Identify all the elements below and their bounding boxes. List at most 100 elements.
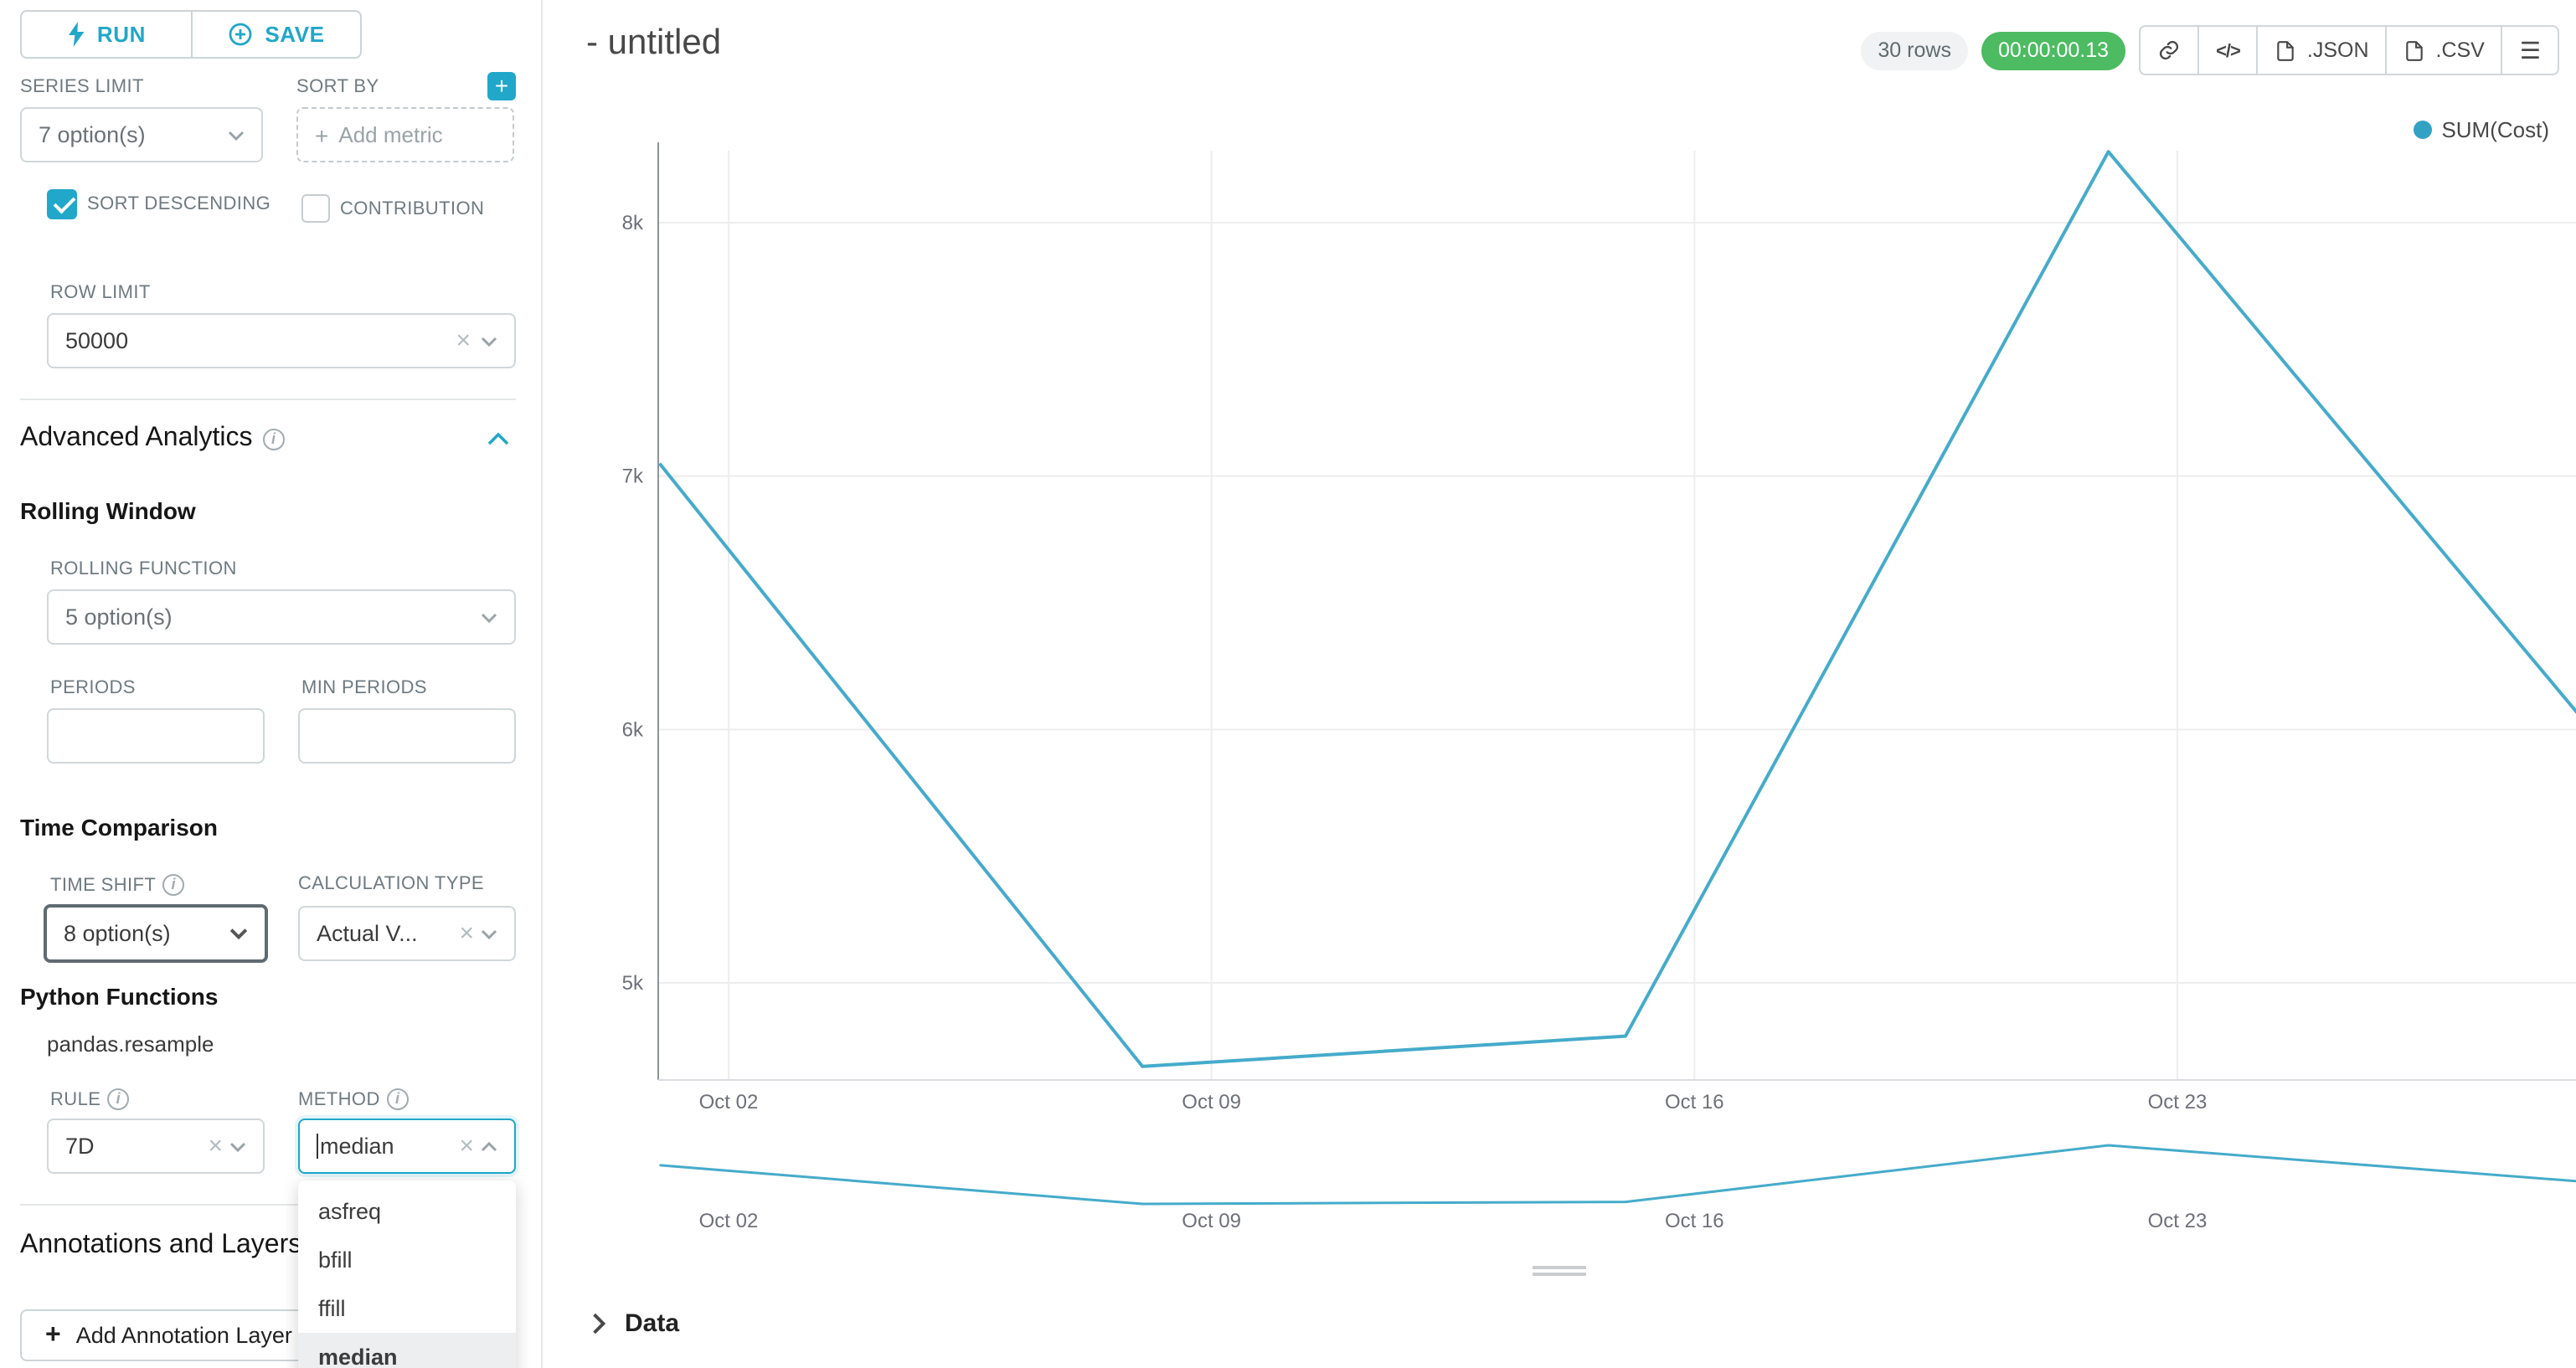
row-limit-select[interactable]: 50000 (47, 313, 516, 368)
rule-label: RULE (50, 1088, 130, 1110)
copy-link-button[interactable] (2139, 25, 2200, 75)
svg-text:Oct 16: Oct 16 (1665, 1091, 1724, 1113)
row-limit-value: 50000 (65, 328, 129, 353)
method-dropdown: asfreq bfill ffill median (298, 1180, 516, 1368)
dropdown-option-asfreq[interactable]: asfreq (318, 1199, 382, 1224)
file-icon (2406, 40, 2424, 60)
run-button[interactable]: RUN (20, 10, 193, 59)
svg-text:Oct 02: Oct 02 (699, 1091, 759, 1113)
calculation-type-select[interactable]: Actual V... (298, 906, 516, 961)
row-limit-label: ROW LIMIT (50, 283, 151, 303)
save-button[interactable]: SAVE (191, 10, 362, 59)
series-limit-label: SERIES LIMIT (20, 77, 144, 97)
chart-menu-button[interactable] (2501, 25, 2559, 75)
annotations-title: Annotations and Layers (20, 1231, 302, 1259)
chevron-down-icon (229, 1141, 246, 1151)
hamburger-menu-icon (2520, 36, 2541, 64)
clear-icon[interactable] (208, 1134, 223, 1159)
series-limit-value: 7 option(s) (39, 122, 146, 147)
rule-select[interactable]: 7D (47, 1119, 265, 1174)
time-shift-value: 8 option(s) (64, 921, 171, 946)
method-combobox[interactable]: median (298, 1119, 516, 1174)
data-panel-label: Data (625, 1309, 680, 1338)
chevron-right-icon (593, 1313, 606, 1335)
svg-text:Oct 23: Oct 23 (2148, 1091, 2208, 1113)
advanced-analytics-title: Advanced Analytics (20, 424, 253, 452)
chevron-up-icon (481, 1141, 497, 1151)
time-shift-label: TIME SHIFT (50, 874, 185, 896)
control-panel: RUN SAVE SERIES LIMIT SORT BY 7 option(s… (0, 0, 543, 1368)
dropdown-option-median[interactable]: median (298, 1333, 516, 1368)
sort-descending-checkbox[interactable] (47, 189, 77, 219)
svg-text:8k: 8k (622, 212, 644, 234)
pandas-resample-label: pandas.resample (47, 1031, 214, 1057)
export-csv-button[interactable]: .CSV (2385, 25, 2503, 75)
time-shift-select[interactable]: 8 option(s) (44, 904, 268, 963)
svg-text:Oct 02: Oct 02 (699, 1210, 759, 1232)
time-comparison-title: Time Comparison (20, 814, 218, 841)
info-icon (107, 1088, 130, 1110)
plus-icon (45, 1320, 61, 1350)
collapse-chevron-up-icon[interactable] (487, 432, 509, 445)
chart-title: - untitled (586, 23, 722, 62)
line-chart-canvas: 8k 7k 6k 5k Oct 02 Oct 09 Oct 16 Oct 23 (622, 142, 2576, 1113)
row-count-badge: 30 rows (1861, 31, 1968, 69)
rule-value: 7D (65, 1134, 95, 1159)
code-icon (2216, 39, 2240, 62)
dropdown-option-ffill[interactable]: ffill (318, 1296, 346, 1321)
query-timer-badge: 00:00:00.13 (1981, 31, 2126, 69)
annotations-header[interactable]: Annotations and Layers (20, 1231, 301, 1261)
file-icon (2278, 40, 2295, 60)
legend-label: SUM(Cost) (2441, 117, 2549, 142)
periods-input[interactable] (47, 708, 265, 764)
legend-dot (2413, 121, 2432, 139)
series-limit-select[interactable]: 7 option(s) (20, 107, 263, 162)
add-metric-plus-button[interactable] (487, 72, 516, 100)
info-icon (386, 1088, 409, 1110)
run-save-button-group: RUN SAVE (20, 10, 362, 59)
json-button-label: .JSON (2306, 39, 2369, 62)
chevron-down-icon (228, 130, 245, 140)
add-annotation-label: Add Annotation Layer (75, 1323, 292, 1348)
method-label: METHOD (298, 1088, 409, 1110)
svg-text:Oct 09: Oct 09 (1182, 1091, 1241, 1113)
calculation-type-value: Actual V... (317, 921, 418, 946)
periods-label: PERIODS (50, 678, 136, 698)
sort-by-placeholder: Add metric (338, 122, 443, 147)
save-button-label: SAVE (265, 22, 325, 47)
sort-by-add-metric[interactable]: + Add metric (296, 107, 514, 162)
contribution-checkbox[interactable] (301, 194, 330, 223)
advanced-analytics-header[interactable]: Advanced Analytics (20, 424, 285, 454)
run-button-label: RUN (96, 22, 147, 47)
legend-item[interactable]: SUM(Cost) (2413, 117, 2549, 142)
export-json-button[interactable]: .JSON (2256, 25, 2388, 75)
sort-by-label: SORT BY (296, 77, 379, 97)
min-periods-label: MIN PERIODS (301, 678, 427, 698)
rolling-function-label: ROLLING FUNCTION (50, 559, 237, 579)
clear-icon[interactable] (456, 328, 471, 353)
plus-icon: + (315, 121, 329, 148)
contribution-label: CONTRIBUTION (340, 199, 485, 219)
min-periods-input[interactable] (298, 708, 516, 764)
info-icon (162, 874, 185, 896)
lightning-icon (68, 22, 85, 47)
link-icon (2159, 40, 2179, 60)
dropdown-option-bfill[interactable]: bfill (318, 1247, 353, 1273)
embed-code-button[interactable] (2197, 25, 2259, 75)
clear-icon[interactable] (459, 921, 474, 946)
chart-panel: - untitled 30 rows 00:00:00.13 .JSON (543, 0, 2576, 1368)
section-divider (20, 399, 516, 400)
data-panel-toggle[interactable]: Data (590, 1309, 679, 1338)
text-caret (317, 1134, 318, 1159)
method-value: median (320, 1134, 394, 1159)
python-functions-title: Python Functions (20, 983, 219, 1010)
svg-text:6k: 6k (622, 718, 644, 741)
panel-resize-handle[interactable] (1533, 1266, 1586, 1276)
x-axis-brush-chart[interactable]: Oct 02 Oct 09 Oct 16 Oct 23 (543, 1132, 2576, 1249)
info-icon (262, 428, 285, 450)
header-actions: 30 rows 00:00:00.13 .JSON .CSV (1861, 25, 2559, 75)
plus-circle-icon (229, 23, 252, 46)
clear-icon[interactable] (459, 1134, 474, 1159)
rolling-function-select[interactable]: 5 option(s) (47, 589, 516, 645)
